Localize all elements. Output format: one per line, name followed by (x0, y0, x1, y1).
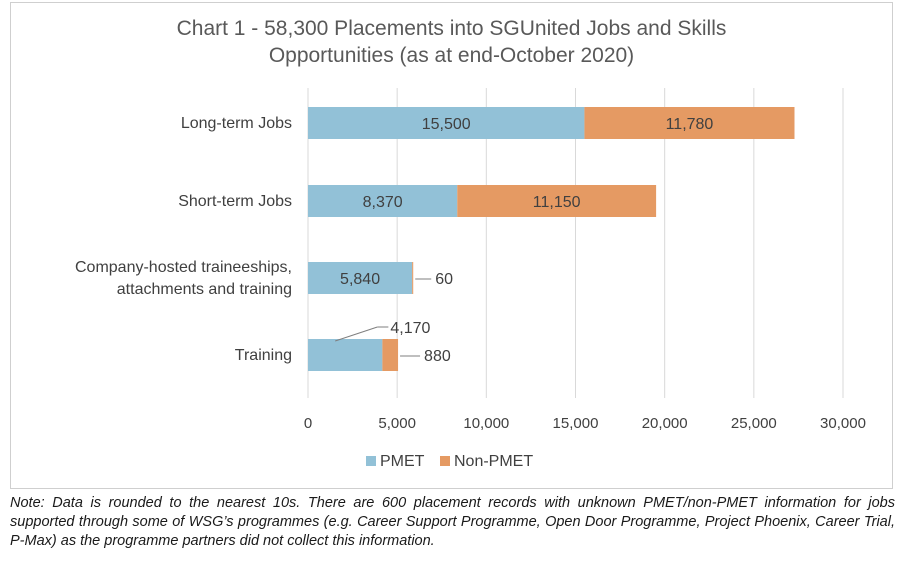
bar-pmet (308, 339, 383, 371)
bar-non-pmet (412, 262, 414, 294)
category-label: Short-term Jobs (178, 193, 292, 210)
data-label: 11,780 (666, 116, 714, 133)
leader-line (335, 326, 378, 342)
legend-swatch (366, 456, 376, 466)
category-label: Long-term Jobs (181, 115, 292, 132)
data-label: 4,170 (390, 320, 430, 337)
chart-plot: 0 5,000 10,000 15,000 20,000 25,000 30,000 Long… (75, 88, 866, 470)
category-label: Company-hosted traineeships, attachments … (75, 259, 292, 298)
bar-non-pmet (382, 339, 399, 371)
chart-title: Chart 1 - 58,300 Placements into SGUnite… (176, 17, 727, 67)
data-label: 880 (424, 348, 451, 365)
data-label: 15,500 (422, 116, 471, 133)
bar-pmet (308, 107, 585, 139)
footnote: Note: Data is rounded to the nearest 10s… (10, 495, 895, 549)
category-label: Training (235, 347, 292, 364)
data-label: 8,370 (363, 194, 403, 211)
x-tick-label: 25,000 (731, 415, 777, 432)
data-label: 60 (435, 271, 453, 288)
bar-non-pmet (457, 185, 657, 217)
chart-frame: Chart 1 - 58,300 Placements into SGUnite… (10, 2, 893, 489)
data-label: 5,840 (340, 271, 380, 288)
x-tick-label: 15,000 (553, 415, 599, 432)
x-tick-label: 20,000 (642, 415, 688, 432)
data-label: 11,150 (533, 194, 581, 211)
bar-non-pmet (584, 107, 795, 139)
x-tick-label: 30,000 (820, 415, 866, 432)
x-tick-label: 0 (304, 415, 312, 432)
legend-label: Non-PMET (454, 453, 533, 470)
bar-pmet (308, 262, 413, 294)
x-tick-label: 10,000 (463, 415, 509, 432)
bar-pmet (308, 185, 458, 217)
x-tick-label: 5,000 (378, 415, 416, 432)
legend-swatch (440, 456, 450, 466)
legend-label: PMET (380, 453, 425, 470)
